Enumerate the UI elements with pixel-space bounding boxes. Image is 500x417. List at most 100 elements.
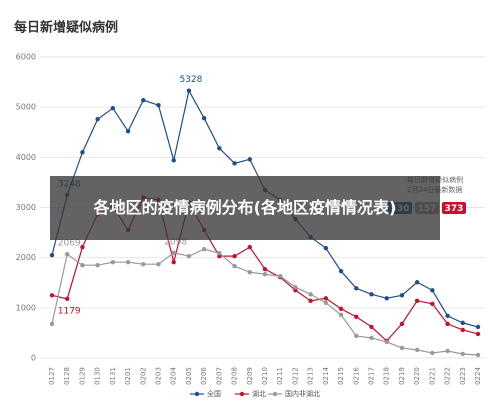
- x-tick-label: 0128: [63, 367, 71, 385]
- data-point: [430, 301, 435, 307]
- x-tick-label: 0221: [428, 367, 436, 385]
- data-point: [171, 158, 176, 163]
- data-point: [338, 269, 344, 274]
- data-point: [323, 296, 329, 301]
- data-point: [369, 335, 374, 341]
- data-point: [384, 296, 389, 301]
- x-tick-label: 0212: [291, 367, 299, 385]
- data-point: [141, 261, 146, 267]
- x-tick-label: 0215: [337, 367, 345, 385]
- x-tick-label: 0129: [78, 367, 86, 385]
- x-tick-label: 0220: [413, 367, 421, 385]
- legend-item: 全国: [190, 389, 221, 398]
- data-point: [80, 262, 85, 268]
- x-tick-label: 0204: [170, 367, 178, 385]
- y-tick-label: 4000: [16, 153, 36, 162]
- legend-label: 湖北: [252, 389, 266, 398]
- data-point: [217, 250, 222, 256]
- data-point: [354, 314, 359, 320]
- data-point: [445, 348, 450, 354]
- x-tick-label: 0206: [200, 367, 208, 385]
- data-point: [186, 253, 192, 259]
- legend-label: 全国: [207, 389, 221, 398]
- data-point: [125, 259, 131, 265]
- data-point: [475, 324, 481, 330]
- data-point: [399, 293, 405, 298]
- data-point: [323, 245, 329, 251]
- x-tick-label: 0210: [261, 367, 269, 385]
- data-point: [338, 306, 344, 312]
- data-point: [95, 117, 100, 122]
- data-point: [80, 150, 85, 155]
- data-point: [232, 161, 237, 166]
- data-point: [247, 270, 252, 275]
- data-point: [49, 252, 55, 258]
- data-point: [247, 244, 252, 250]
- inset-value: 373: [445, 204, 464, 214]
- data-point: [141, 97, 146, 103]
- x-tick-label: 0208: [231, 367, 239, 385]
- x-tick-label: 0218: [383, 367, 391, 385]
- data-point: [262, 267, 268, 272]
- overlay-caption: 各地区的疫情病例分布(各地区疫情情况表): [50, 176, 440, 240]
- data-point: [414, 298, 420, 304]
- data-point: [338, 312, 344, 318]
- data-point: [232, 263, 237, 269]
- y-tick-label: 0: [31, 354, 36, 363]
- legend-marker: [272, 391, 278, 397]
- x-tick-label: 0209: [246, 367, 254, 385]
- data-point: [399, 345, 405, 351]
- data-point: [80, 244, 85, 250]
- data-point: [95, 262, 100, 268]
- x-tick-label: 0130: [94, 367, 102, 385]
- data-point: [110, 105, 116, 111]
- data-point: [369, 324, 374, 330]
- x-tick-label: 0219: [398, 367, 406, 385]
- data-point: [354, 286, 359, 291]
- data-point: [217, 253, 222, 259]
- legend-label: 国内非湖北: [285, 389, 320, 398]
- data-point: [49, 293, 55, 298]
- data-point: [445, 321, 450, 327]
- data-point: [156, 102, 161, 108]
- y-tick-label: 3000: [16, 203, 36, 212]
- data-label: 2069: [58, 239, 81, 249]
- data-point: [414, 280, 420, 285]
- data-point: [308, 298, 313, 304]
- x-tick-label: 0214: [322, 367, 330, 385]
- data-point: [65, 296, 70, 302]
- y-tick-label: 6000: [16, 53, 36, 62]
- x-tick-label: 0222: [444, 367, 452, 385]
- x-tick-label: 0201: [124, 367, 132, 385]
- data-point: [430, 288, 435, 293]
- x-tick-label: 0207: [215, 367, 223, 385]
- inset-badge: [442, 202, 466, 214]
- x-tick-label: 0216: [352, 367, 360, 385]
- data-point: [460, 327, 465, 333]
- data-point: [156, 261, 161, 267]
- x-tick-label: 0223: [459, 367, 467, 385]
- data-point: [247, 157, 252, 162]
- x-tick-label: 0211: [276, 367, 284, 385]
- x-tick-label: 0213: [307, 367, 315, 385]
- data-point: [445, 313, 450, 319]
- data-point: [414, 347, 420, 353]
- data-point: [308, 292, 313, 297]
- legend-item: 国内非湖北: [268, 389, 320, 398]
- chart-title: 每日新增疑似病例: [14, 20, 118, 36]
- data-label: 2098: [164, 237, 187, 247]
- data-point: [125, 129, 131, 134]
- data-point: [186, 88, 192, 93]
- legend-marker: [194, 391, 200, 397]
- data-point: [475, 352, 481, 358]
- data-point: [110, 259, 116, 265]
- data-point: [460, 320, 465, 326]
- data-label: 5328: [179, 75, 202, 85]
- data-point: [278, 274, 283, 279]
- x-tick-label: 0127: [48, 367, 56, 385]
- data-point: [430, 350, 435, 356]
- y-tick-label: 2000: [16, 253, 36, 262]
- legend-item: 湖北: [235, 389, 266, 398]
- data-point: [217, 146, 222, 151]
- x-tick-label: 0224: [474, 367, 482, 385]
